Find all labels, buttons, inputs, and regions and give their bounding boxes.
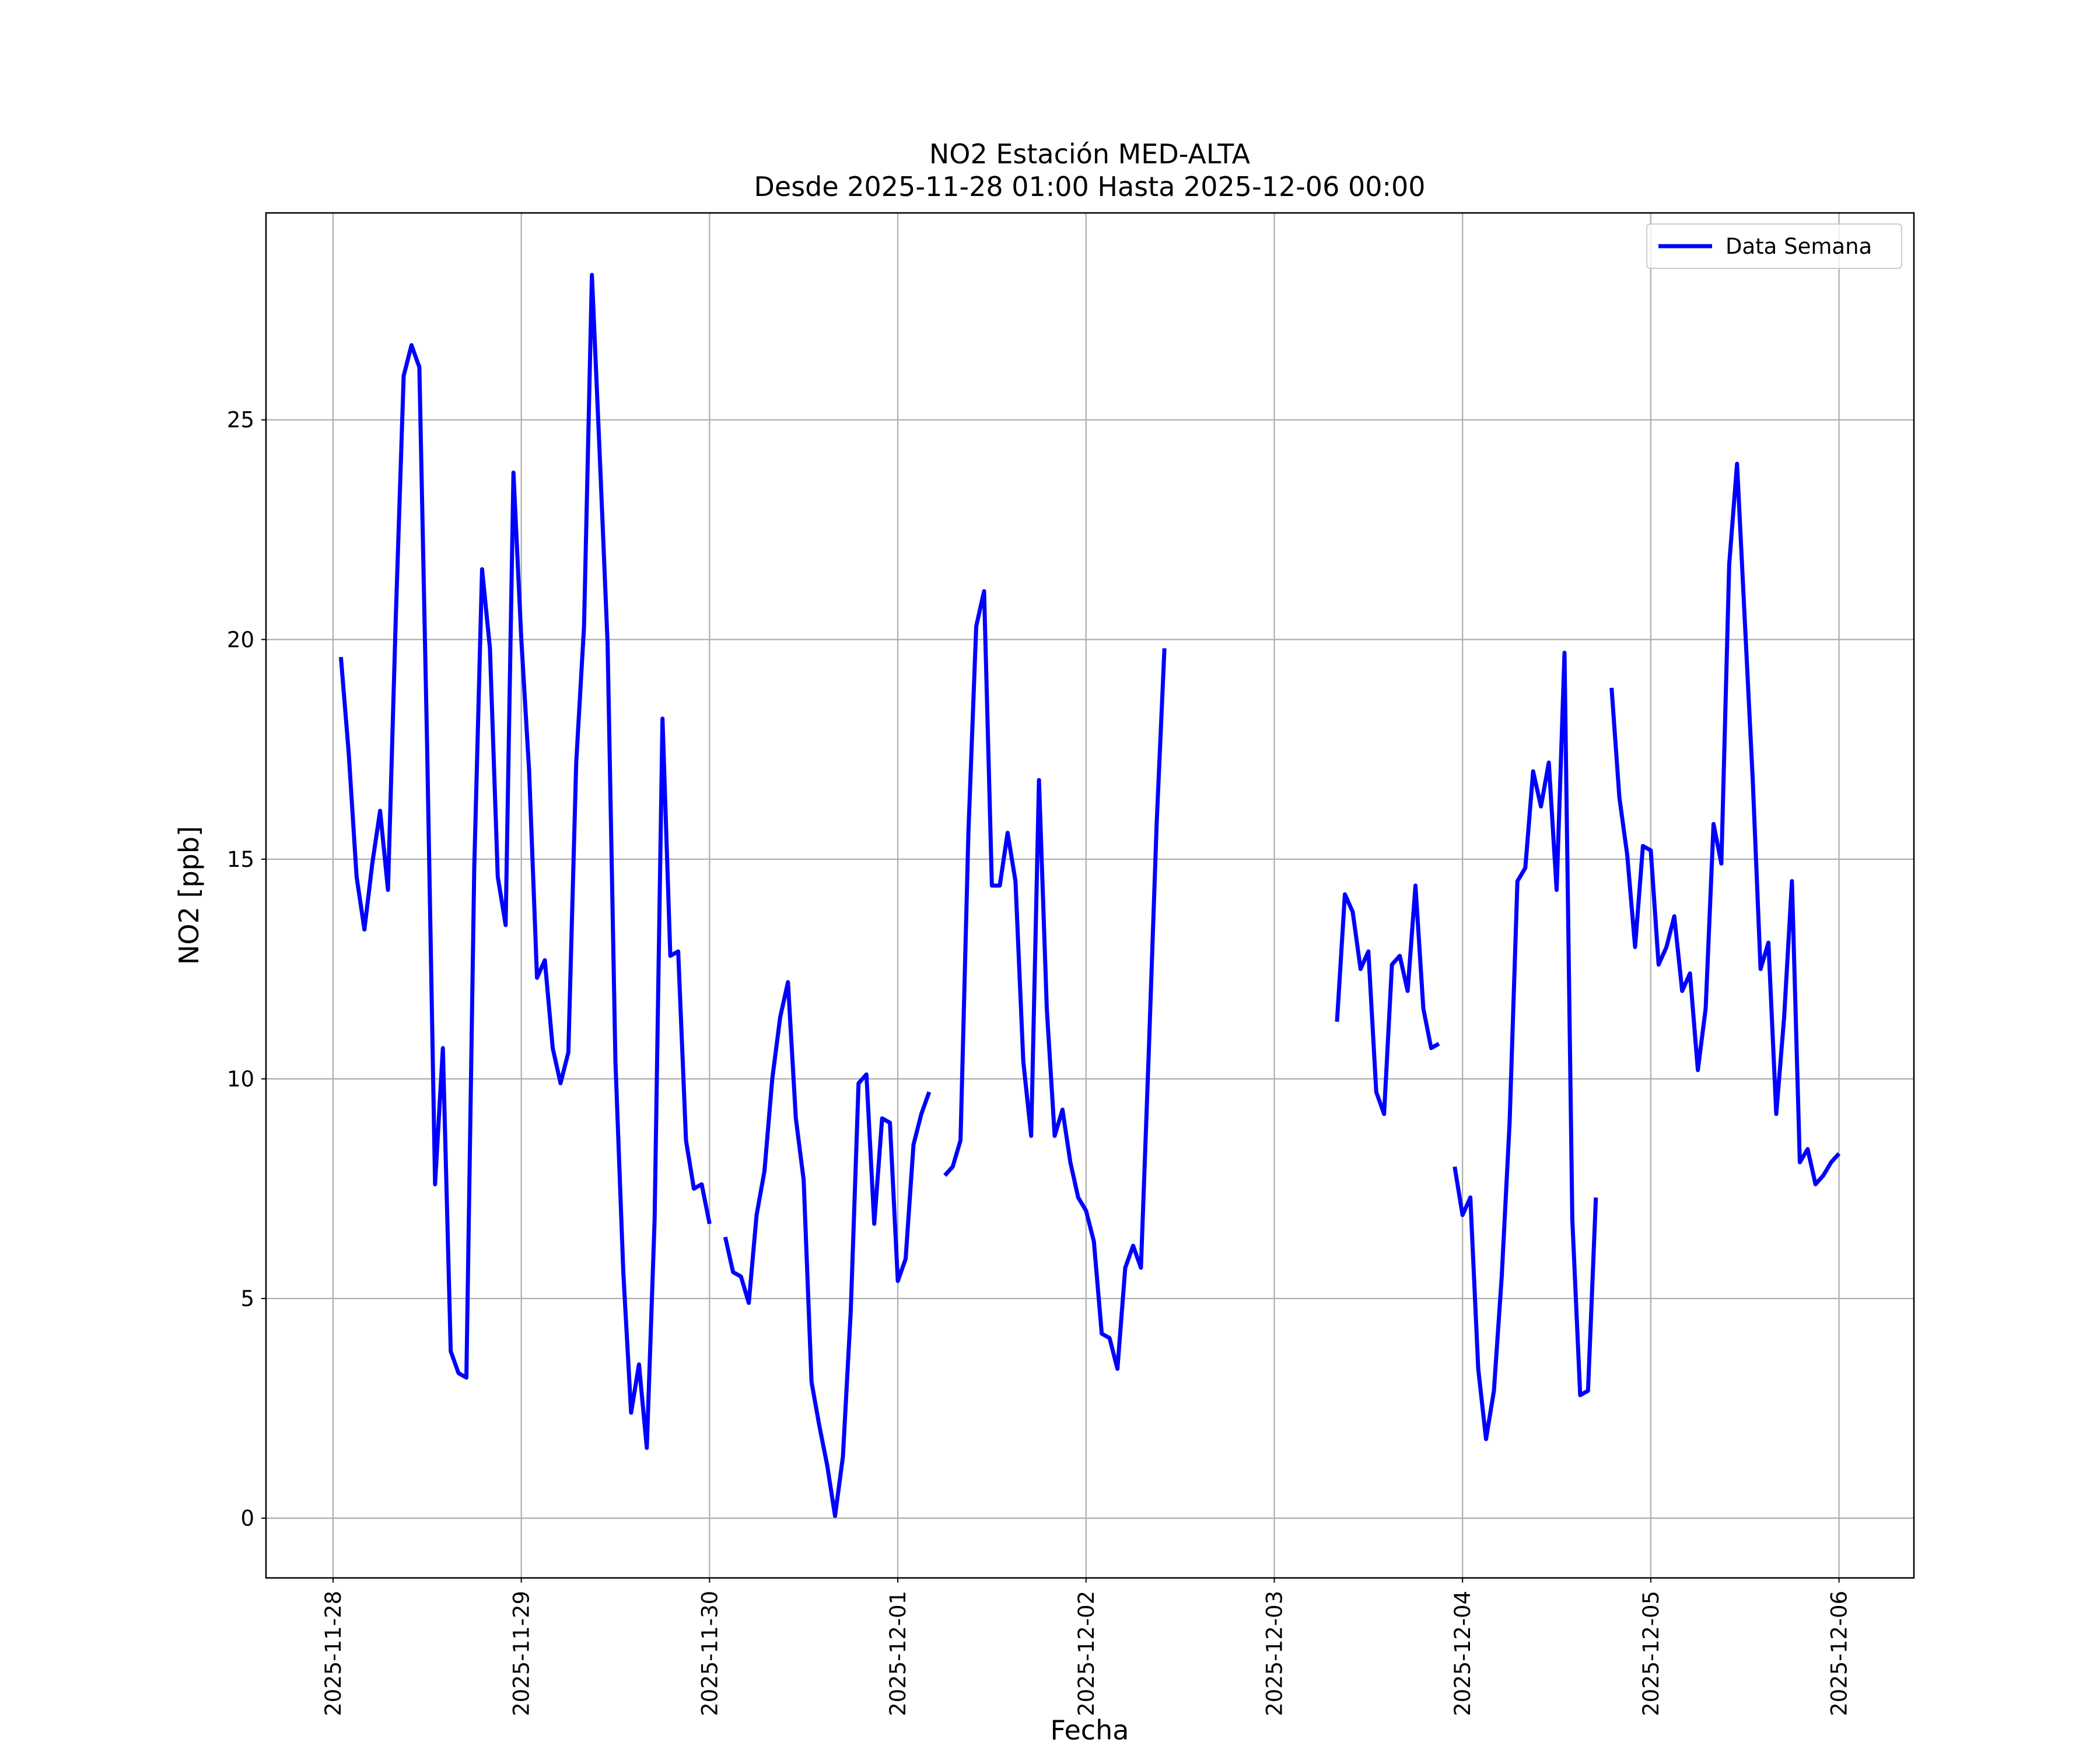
x-tick-label: 2025-11-29 [509, 1591, 534, 1716]
y-tick-label: 15 [227, 847, 254, 872]
legend-label: Data Semana [1726, 234, 1872, 259]
data-line [338, 272, 712, 1450]
y-tick-label: 20 [227, 627, 254, 652]
chart-subtitle: Desde 2025-11-28 01:00 Hasta 2025-12-06 … [754, 171, 1425, 202]
chart-title: NO2 Estación MED-ALTA [929, 138, 1251, 170]
x-tick-label: 2025-12-06 [1827, 1591, 1852, 1716]
x-tick-label: 2025-11-28 [321, 1591, 346, 1716]
y-tick-label: 25 [227, 408, 254, 433]
plot-frame [265, 212, 1915, 1579]
data-line [943, 589, 1167, 1371]
x-tick-label: 2025-12-01 [886, 1591, 911, 1716]
x-tick-label: 2025-12-04 [1450, 1591, 1475, 1716]
data-line [1609, 461, 1841, 1186]
x-tick-label: 2025-12-05 [1639, 1591, 1664, 1716]
data-line [1452, 650, 1598, 1441]
y-tick-label: 0 [240, 1506, 254, 1531]
data-line [723, 980, 932, 1518]
y-tick-label: 10 [227, 1066, 254, 1091]
x-tick-label: 2025-12-02 [1074, 1591, 1099, 1716]
y-axis-label: NO2 [ppb] [173, 826, 205, 965]
data-line [1335, 883, 1440, 1116]
y-tick-label: 5 [240, 1286, 254, 1311]
legend-box [1646, 223, 1902, 269]
x-tick-label: 2025-12-03 [1262, 1591, 1287, 1716]
x-tick-label: 2025-11-30 [697, 1591, 722, 1716]
x-axis-label: Fecha [1051, 1714, 1129, 1746]
